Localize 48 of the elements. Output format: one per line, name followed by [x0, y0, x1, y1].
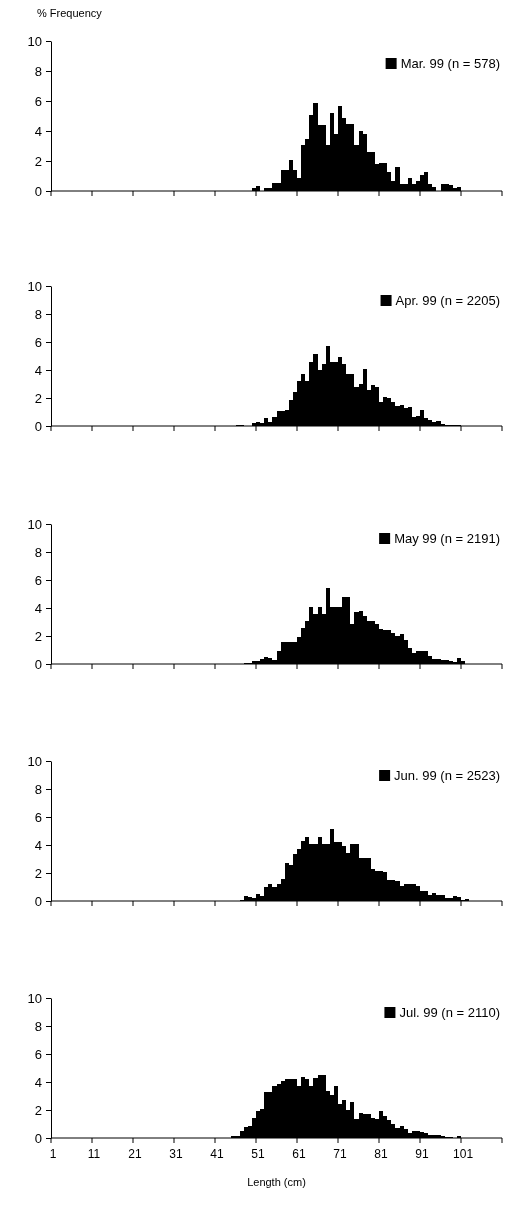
y-tick-label: 2	[34, 153, 42, 169]
y-tick-label: 10	[27, 278, 42, 294]
y-tick-label: 6	[34, 1046, 42, 1062]
y-tick-label: 8	[34, 781, 42, 797]
x-tick-label: 61	[292, 1147, 307, 1161]
y-tick-label: 2	[34, 865, 42, 881]
y-tick-label: 2	[34, 628, 42, 644]
y-tick-label: 4	[34, 362, 42, 378]
legend-label: May 99 (n = 2191)	[394, 531, 500, 546]
x-tick-label: 91	[415, 1147, 430, 1161]
legend-label: Apr. 99 (n = 2205)	[395, 293, 500, 308]
y-tick-label: 8	[34, 63, 42, 79]
y-tick-label: 2	[34, 1102, 42, 1118]
x-tick-label: 31	[169, 1147, 184, 1161]
y-tick-label: 4	[34, 1074, 42, 1090]
x-tick-label: 11	[87, 1147, 101, 1161]
y-tick-label: 8	[34, 306, 42, 322]
y-tick-label: 0	[34, 418, 42, 434]
y-tick-label: 10	[27, 990, 42, 1006]
y-tick-label: 0	[34, 893, 42, 909]
x-tick-label: 41	[210, 1147, 225, 1161]
y-tick-label: 10	[27, 33, 42, 49]
x-tick-label: 71	[333, 1147, 348, 1161]
y-tick-label: 0	[34, 1130, 42, 1146]
y-tick-label: 6	[34, 93, 42, 109]
y-tick-label: 6	[34, 334, 42, 350]
y-tick-label: 0	[34, 183, 42, 199]
y-tick-label: 10	[27, 516, 42, 532]
x-tick-label: 101	[453, 1147, 474, 1161]
y-tick-label: 4	[34, 837, 42, 853]
x-tick-label: 1	[49, 1147, 57, 1161]
y-tick-label: 6	[34, 572, 42, 588]
y-tick-label: 4	[34, 123, 42, 139]
y-tick-label: 6	[34, 809, 42, 825]
legend-label: Jul. 99 (n = 2110)	[399, 1005, 500, 1020]
y-tick-label: 2	[34, 390, 42, 406]
y-tick-label: 10	[27, 753, 42, 769]
y-tick-label: 4	[34, 600, 42, 616]
y-tick-label: 8	[34, 1018, 42, 1034]
legend-label: Mar. 99 (n = 578)	[400, 56, 500, 71]
x-axis-title: Length (cm)	[247, 1176, 306, 1188]
x-tick-label: 51	[251, 1147, 266, 1161]
x-tick-label: 21	[128, 1147, 143, 1161]
y-tick-label: 8	[34, 544, 42, 560]
y-tick-label: 0	[34, 656, 42, 672]
legend-label: Jun. 99 (n = 2523)	[394, 768, 500, 783]
x-tick-label: 81	[374, 1147, 389, 1161]
y-axis-title: % Frequency	[37, 7, 103, 19]
